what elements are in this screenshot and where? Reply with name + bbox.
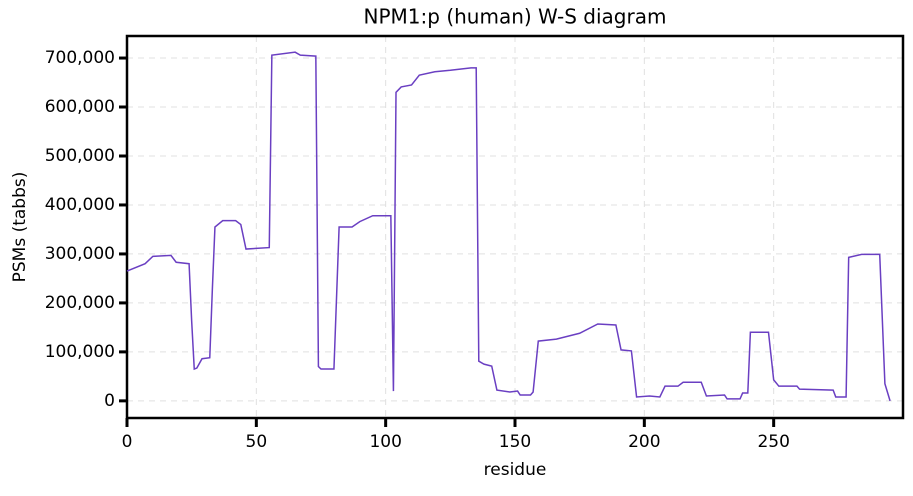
y-tick-label: 700,000 (45, 48, 115, 68)
x-tick-label: 0 (122, 432, 133, 452)
x-axis-label: residue (484, 460, 547, 480)
x-tick-label: 50 (246, 432, 268, 452)
x-tick-label: 200 (628, 432, 660, 452)
x-tick-label: 250 (757, 432, 789, 452)
y-axis-label: PSMs (tabbs) (10, 172, 30, 283)
y-tick-label: 0 (104, 391, 115, 411)
data-line (126, 51, 891, 402)
y-tick-label: 400,000 (45, 195, 115, 215)
y-tick-label: 300,000 (45, 244, 115, 264)
x-tick-label: 150 (499, 432, 531, 452)
y-tick-label: 500,000 (45, 146, 115, 166)
y-tick-label: 600,000 (45, 97, 115, 117)
chart-title: NPM1:p (human) W-S diagram (364, 5, 667, 29)
plot-frame (125, 34, 905, 420)
x-tick-label: 100 (369, 432, 401, 452)
y-tick-label: 200,000 (45, 293, 115, 313)
y-tick-label: 100,000 (45, 342, 115, 362)
